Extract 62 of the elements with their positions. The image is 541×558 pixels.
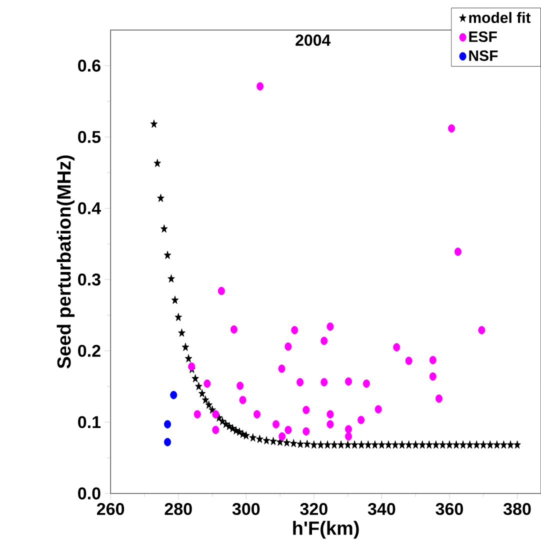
point [454, 248, 462, 256]
point [284, 426, 292, 434]
point [164, 438, 171, 446]
point [435, 394, 442, 403]
legend-label: model fit [468, 12, 530, 24]
point [326, 420, 334, 428]
point [164, 420, 171, 428]
point [272, 420, 280, 428]
point [374, 405, 382, 414]
chart-title: 2004 [295, 34, 330, 46]
point [362, 379, 370, 388]
x-tick-label: 260 [96, 502, 124, 516]
legend-label: ESF [468, 31, 497, 42]
point [392, 343, 400, 352]
point [278, 432, 286, 441]
x-axis-title: h'F(km) [292, 520, 359, 539]
y-tick-label: 0.2 [78, 344, 100, 357]
point [253, 410, 260, 418]
point [429, 372, 436, 381]
x-tick-label: 280 [164, 502, 192, 516]
point [203, 379, 210, 388]
x-tick-label: 300 [232, 502, 260, 516]
point [405, 356, 412, 365]
point [326, 322, 334, 331]
y-tick-label: 0.5 [78, 130, 100, 143]
point [218, 286, 225, 296]
point [326, 410, 334, 418]
y-tick-label: 0.3 [78, 274, 100, 286]
point [344, 377, 352, 386]
point [302, 427, 310, 436]
point [194, 410, 201, 418]
point [188, 362, 195, 371]
point [429, 356, 436, 364]
x-tick-label: 380 [503, 502, 531, 516]
point [212, 426, 219, 434]
point [357, 416, 364, 424]
y-tick-label: 0.6 [78, 60, 100, 72]
point [236, 382, 244, 390]
x-tick-label: 360 [435, 502, 463, 516]
y-tick-label: 0.0 [78, 487, 100, 500]
x-tick-label: 340 [368, 502, 395, 516]
point [290, 326, 298, 334]
point [302, 406, 310, 414]
point [256, 82, 264, 91]
point [448, 124, 455, 133]
legend-label: NSF [468, 50, 498, 61]
point [320, 378, 328, 386]
point [344, 425, 352, 434]
point [212, 410, 219, 418]
y-axis-title: Seed perturbation(MHz) [56, 155, 74, 368]
y-tick-label: 0.4 [78, 202, 101, 214]
point [320, 336, 328, 346]
x-tick-label: 320 [300, 502, 328, 516]
point [296, 378, 304, 386]
point [230, 325, 238, 334]
point [344, 432, 352, 441]
point [284, 342, 292, 351]
point [239, 396, 246, 404]
point [478, 326, 485, 334]
y-tick-label: 0.1 [78, 416, 100, 428]
point [278, 364, 286, 373]
point [170, 390, 177, 400]
